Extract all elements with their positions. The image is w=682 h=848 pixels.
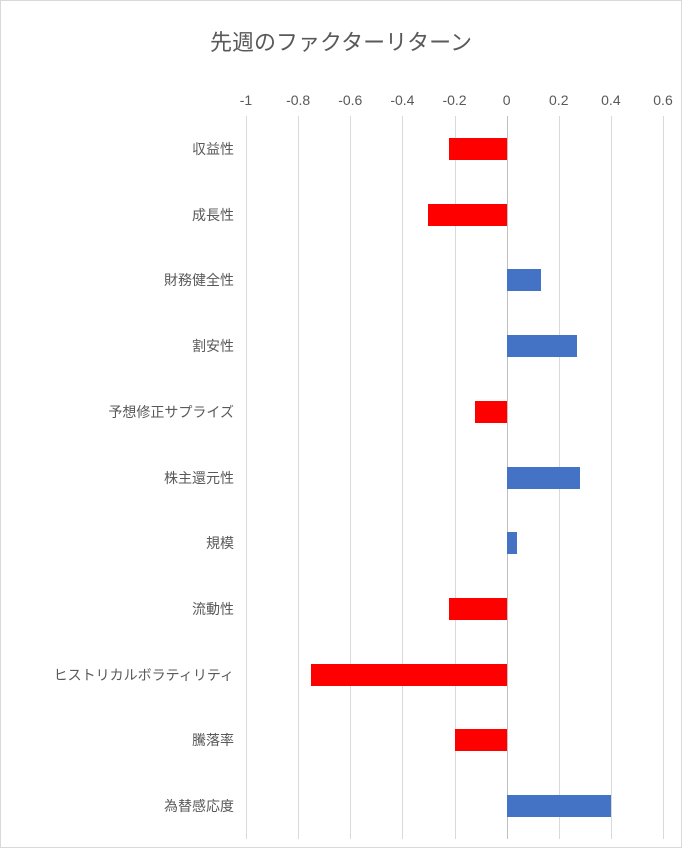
gridline xyxy=(246,116,247,839)
chart-title: 先週のファクターリターン xyxy=(1,25,681,57)
bar xyxy=(475,401,506,423)
bar xyxy=(507,269,541,291)
category-label: 流動性 xyxy=(192,599,234,619)
factor-return-chart: 先週のファクターリターン -1 -0.8 -0.6 -0.4 -0.2 0 0.2 0.4 0.… xyxy=(0,0,682,848)
x-tick-label: 0 xyxy=(503,92,511,108)
x-tick-label: 0.2 xyxy=(549,92,568,108)
bar xyxy=(507,532,517,554)
bar xyxy=(449,598,506,620)
gridline xyxy=(402,116,403,839)
bar xyxy=(507,335,577,357)
bar xyxy=(507,795,611,817)
category-label: 規模 xyxy=(206,533,234,553)
x-tick-label: -0.2 xyxy=(442,92,466,108)
category-label: 収益性 xyxy=(192,139,234,159)
x-tick-label: 0.4 xyxy=(601,92,620,108)
bar xyxy=(507,467,580,489)
x-tick-label: -0.4 xyxy=(390,92,414,108)
category-label: ヒストリカルボラティリティ xyxy=(54,665,234,685)
bar xyxy=(455,729,507,751)
bar xyxy=(428,204,506,226)
category-label: 財務健全性 xyxy=(164,270,234,290)
category-label: 騰落率 xyxy=(192,730,234,750)
gridline xyxy=(350,116,351,839)
category-label: 株主還元性 xyxy=(164,468,234,488)
gridline xyxy=(298,116,299,839)
category-label: 為替感応度 xyxy=(164,796,234,816)
category-label: 割安性 xyxy=(192,336,234,356)
x-tick-label: -1 xyxy=(240,92,252,108)
gridline xyxy=(663,116,664,839)
x-tick-label: -0.6 xyxy=(338,92,362,108)
x-tick-label: -0.8 xyxy=(286,92,310,108)
x-tick-label: 0.6 xyxy=(653,92,672,108)
category-label: 成長性 xyxy=(192,205,234,225)
gridline xyxy=(611,116,612,839)
bar xyxy=(449,138,506,160)
bar xyxy=(311,664,506,686)
category-label: 予想修正サプライズ xyxy=(108,402,234,422)
